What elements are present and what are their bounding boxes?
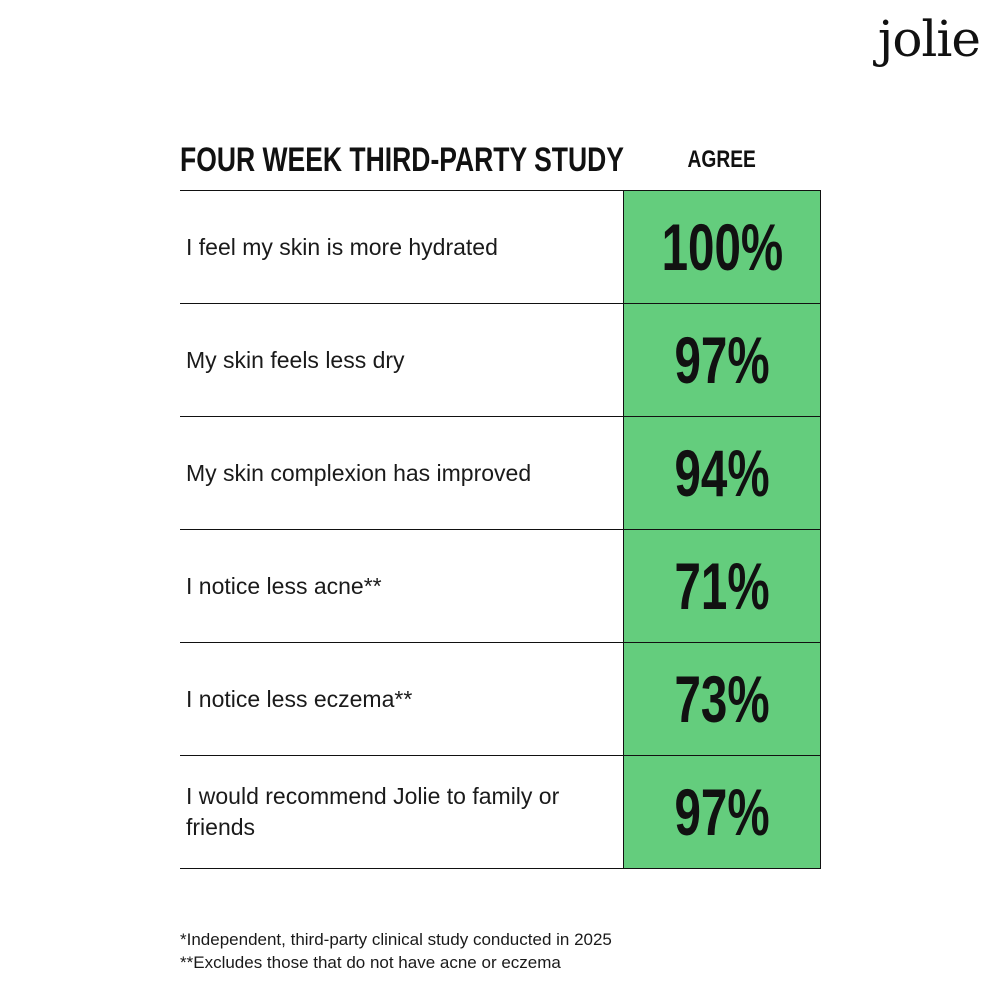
study-results-table: I feel my skin is more hydrated 100% My … bbox=[180, 190, 821, 869]
table-row: I would recommend Jolie to family or fri… bbox=[180, 756, 821, 869]
jolie-logo: jolie bbox=[877, 10, 981, 68]
agree-cell: 73% bbox=[623, 643, 821, 755]
agree-percentage: 94% bbox=[674, 436, 770, 510]
statement-cell: I notice less eczema** bbox=[186, 685, 413, 712]
agree-column-label: AGREE bbox=[687, 146, 757, 173]
statement-cell: I notice less acne** bbox=[186, 572, 382, 599]
agree-cell: 97% bbox=[623, 756, 821, 868]
study-title: FOUR WEEK THIRD-PARTY STUDY bbox=[180, 141, 624, 179]
agree-percentage: 73% bbox=[674, 662, 770, 736]
agree-percentage: 71% bbox=[674, 549, 770, 623]
agree-percentage: 97% bbox=[674, 775, 770, 849]
table-row: I notice less acne** 71% bbox=[180, 530, 821, 643]
agree-cell: 100% bbox=[623, 191, 821, 303]
statement-cell: My skin feels less dry bbox=[186, 346, 405, 373]
agree-column-header: AGREE bbox=[623, 145, 821, 175]
agree-cell: 71% bbox=[623, 530, 821, 642]
footnote-study: *Independent, third-party clinical study… bbox=[180, 930, 612, 949]
statement-cell: I feel my skin is more hydrated bbox=[186, 233, 498, 260]
agree-percentage: 97% bbox=[674, 323, 770, 397]
table-row: My skin feels less dry 97% bbox=[180, 304, 821, 417]
table-row: I feel my skin is more hydrated 100% bbox=[180, 191, 821, 304]
footnotes: *Independent, third-party clinical study… bbox=[180, 928, 612, 974]
statement-cell: My skin complexion has improved bbox=[186, 459, 532, 486]
table-row: I notice less eczema** 73% bbox=[180, 643, 821, 756]
table-row: My skin complexion has improved 94% bbox=[180, 417, 821, 530]
statement-cell: I would recommend Jolie to family or fri… bbox=[186, 783, 560, 840]
agree-percentage: 100% bbox=[661, 210, 783, 284]
agree-cell: 94% bbox=[623, 417, 821, 529]
footnote-exclusion: **Excludes those that do not have acne o… bbox=[180, 953, 561, 972]
agree-cell: 97% bbox=[623, 304, 821, 416]
